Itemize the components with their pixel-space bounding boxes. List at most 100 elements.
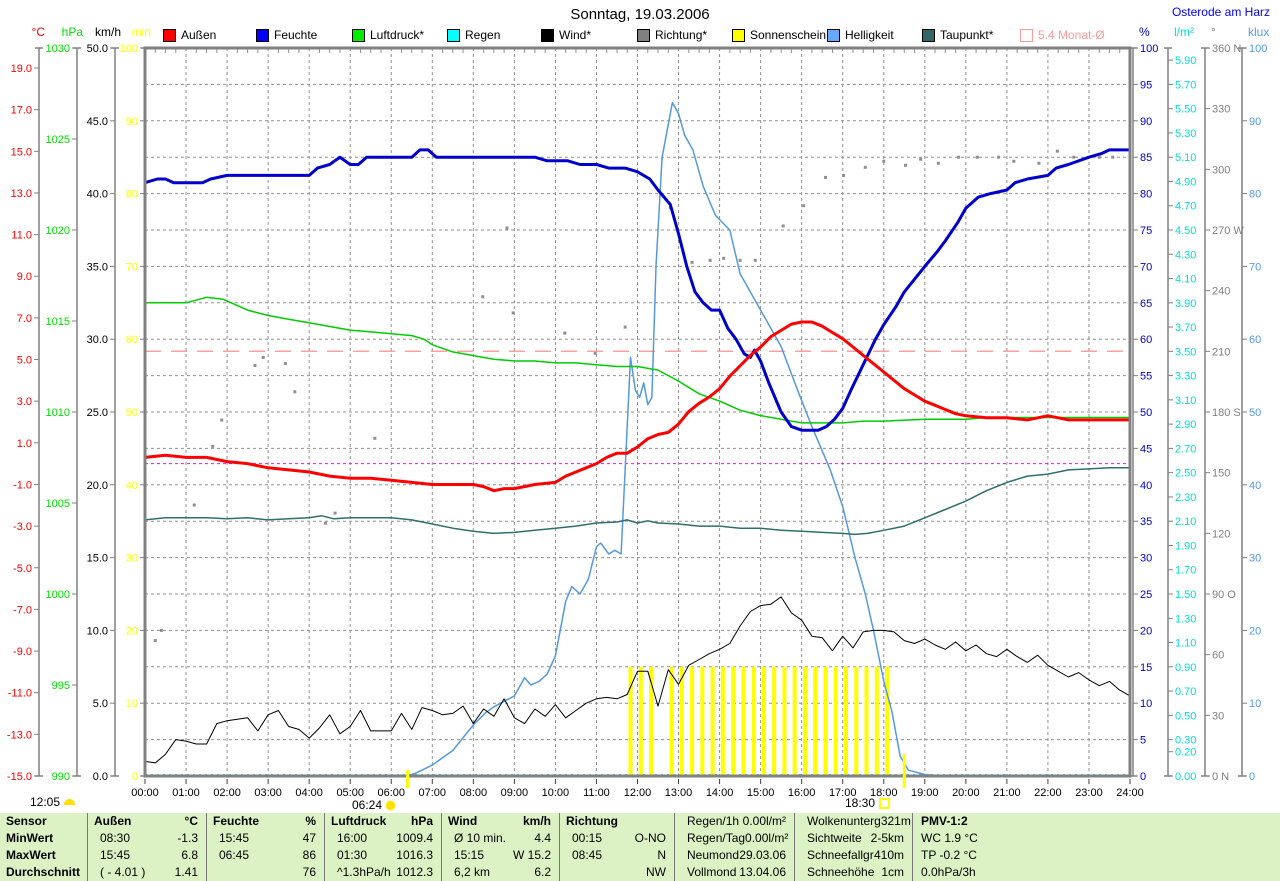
axis-tick-label: 10 <box>1249 698 1261 710</box>
axis-tick-label: -15.0 <box>7 771 32 783</box>
axis-tick-label: 11.0 <box>11 230 32 242</box>
series-richtung-dot <box>842 173 846 177</box>
axis-tick-label: 1020 <box>46 225 70 237</box>
legend-item-5: Wind* <box>541 28 591 42</box>
table-row: 15:15 W 15.2 <box>442 847 559 864</box>
axis-tick-label: 1.10 <box>1175 638 1196 650</box>
table-row: 76 <box>207 864 324 881</box>
series-richtung-dot <box>863 165 867 169</box>
table-cell: 321m <box>880 814 911 828</box>
legend-item-8: Helligkeit <box>827 28 894 42</box>
axis-tick-label: 15 <box>1140 662 1152 674</box>
axis-tick-label: -11.0 <box>8 688 32 700</box>
legend-swatch-icon <box>732 28 745 42</box>
table-row: PMV-1:2 <box>913 813 1280 830</box>
axis-tick-label: 2.50 <box>1175 468 1196 480</box>
axis-tick-label: 0.70 <box>1175 686 1196 698</box>
axis-tick-label: 35 <box>1140 516 1152 528</box>
axis-tick-label: 2.30 <box>1175 492 1196 504</box>
sunrise-marker: 06:24 <box>352 798 396 812</box>
series-sonnenschein-bar <box>885 666 890 776</box>
x-tick-label: 06:00 <box>377 787 405 799</box>
x-tick-label: 03:00 <box>254 787 282 799</box>
table-row: 08:45 N <box>560 847 674 864</box>
table-col-außen: Außen °C 08:30 -1.3 15:45 6.8 ( - 4.01 ) 1.41 <box>88 813 207 881</box>
axis-tick-label: 0 <box>132 771 138 783</box>
table-cell: hPa <box>410 814 433 828</box>
legend-label: Richtung* <box>655 28 708 42</box>
axis-tick-label: 4.10 <box>1175 274 1196 286</box>
table-row: 15:45 6.8 <box>88 847 206 864</box>
series-richtung-dot <box>481 295 485 299</box>
series-richtung-dot <box>623 325 627 329</box>
series-richtung-dot <box>220 418 224 422</box>
axis-tick-label: 210 <box>1212 346 1230 358</box>
axis-tick-label: 5 <box>1140 735 1146 747</box>
series-sonnenschein-bar <box>751 666 756 776</box>
series-richtung-dot <box>1072 155 1076 159</box>
axis-tick-label: 360 N <box>1212 43 1241 55</box>
table-row: Luftdruck hPa <box>325 813 441 830</box>
axis-tick-label: 0.20 <box>1175 747 1196 759</box>
series-richtung-dot <box>738 258 742 262</box>
axis-tick-label: 30 <box>1212 710 1224 722</box>
legend-label: Feuchte <box>274 28 318 42</box>
axis-tick-label: 45 <box>1140 443 1152 455</box>
sunrise-time-label: 06:24 <box>352 798 383 812</box>
series-richtung-dot <box>192 503 196 507</box>
table-cell: ( - 4.01 ) <box>100 865 146 879</box>
table-row: Wolkenunterg 321m <box>795 813 912 830</box>
table-cell: 1016.3 <box>396 848 433 862</box>
legend-label: 5.4 Monat-Ø <box>1038 28 1105 42</box>
legend-item-9: Taupunkt* <box>922 28 993 42</box>
series-richtung-dot <box>997 155 1001 159</box>
axis-tick-label: 90 <box>1249 116 1261 128</box>
axis-tick-label: -1.0 <box>13 479 32 491</box>
table-cell: Regen/1h <box>687 814 740 828</box>
table-row: Regen/1h 0.00l/m² <box>675 813 794 830</box>
table-cell: Schneehöhe <box>807 865 875 879</box>
table-row: Wind km/h <box>442 813 559 830</box>
table-row: Feuchte% <box>207 813 324 830</box>
table-cell: 47 <box>302 831 316 845</box>
legend-label: Außen <box>181 28 217 42</box>
axis-tick-label: 1.50 <box>1175 589 1196 601</box>
axis-tick-label: 5.70 <box>1175 79 1196 91</box>
legend-item-3: Luftdruck* <box>352 28 424 42</box>
axis-tick-label: 10 <box>126 698 138 710</box>
table-cell: 2-5km <box>870 831 904 845</box>
axis-tick-label: 19.0 <box>11 63 32 75</box>
table-col-rowlabels: Sensor MinWert MaxWert Durchschnitt <box>0 813 88 881</box>
summary-table: Sensor MinWert MaxWert Durchschnitt Außen °C 0… <box>0 813 1280 881</box>
series-richtung-dot <box>904 163 908 167</box>
table-cell: MinWert <box>6 831 54 845</box>
axis-tick-label: 100 <box>1249 43 1267 55</box>
table-row: TP -0.2 °C <box>913 847 1280 864</box>
axis-tick-label: 45.0 <box>87 116 108 128</box>
series-sonnenschein-bar <box>638 666 643 776</box>
series-richtung-dot <box>211 444 215 448</box>
axis-tick-label: 5.90 <box>1175 55 1196 67</box>
table-cell: 08:30 <box>100 831 131 845</box>
axis-tick-label: 70 <box>1249 261 1261 273</box>
table-row: Schneehöhe 1cm <box>795 864 912 881</box>
table-row: ( - 4.01 ) 1.41 <box>88 864 206 881</box>
series-richtung-dot <box>708 258 712 262</box>
table-cell: 410m <box>873 848 904 862</box>
page-title: Sonntag, 19.03.2006 <box>570 6 710 23</box>
axis-unit-temp: °C <box>31 25 45 39</box>
axis-tick-label: 20 <box>126 625 138 637</box>
axis-tick-label: 3.90 <box>1175 298 1196 310</box>
table-cell: Neumond <box>687 848 740 862</box>
axis-tick-label: 1025 <box>46 134 70 146</box>
series-sonnenschein-bar <box>792 666 797 776</box>
table-cell: 29.03.06 <box>739 848 786 862</box>
series-richtung-dot <box>1037 161 1041 165</box>
axis-tick-label: 17.0 <box>11 105 32 117</box>
series-richtung-dot <box>1055 149 1059 153</box>
axis-tick-label: 50 <box>126 407 138 419</box>
table-cell: Feuchte <box>213 814 260 828</box>
table-row: 01:30 1016.3 <box>325 847 441 864</box>
axis-tick-label: 300 <box>1212 164 1230 176</box>
axis-tick-label: 0 <box>1140 771 1146 783</box>
